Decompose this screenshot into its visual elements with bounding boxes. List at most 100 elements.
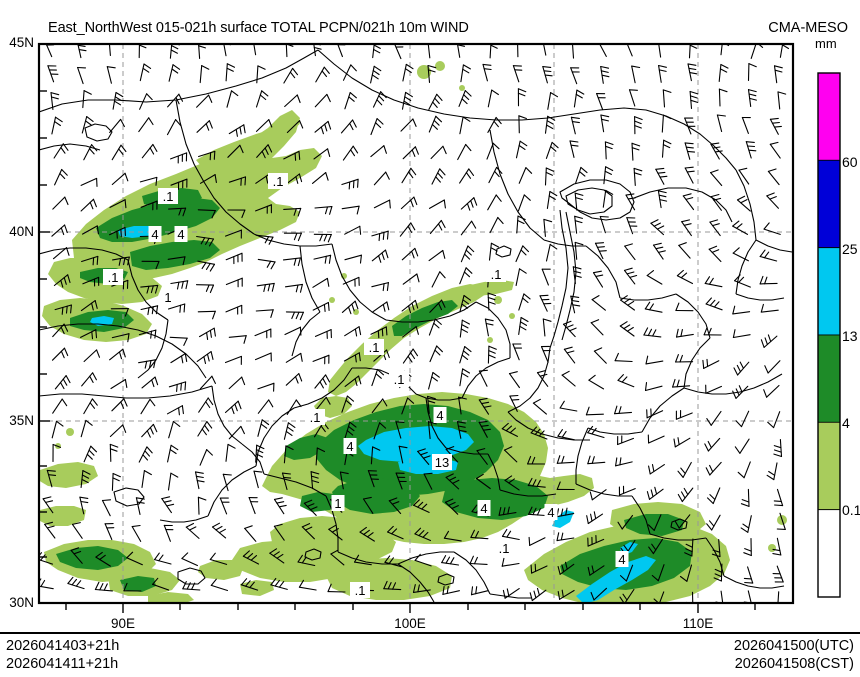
wind-barb — [52, 247, 68, 260]
wind-barb-flag — [154, 552, 160, 561]
wind-barb-flag — [67, 576, 74, 585]
contour-label: 4 — [151, 227, 158, 242]
wind-barb-flag — [92, 372, 97, 381]
wind-barb-flag — [330, 549, 339, 555]
colorbar-tick-13: 13 — [842, 328, 858, 344]
wind-barb — [228, 176, 247, 183]
wind-barb — [518, 293, 525, 311]
wind-barb-flag — [681, 219, 691, 223]
wind-barb — [709, 221, 721, 237]
wind-barb-flag — [65, 375, 71, 384]
wind-barb-flag — [473, 556, 478, 565]
wind-barb-flag — [708, 520, 715, 527]
wind-barb-flag — [325, 172, 329, 181]
wind-barb-flag — [172, 64, 181, 70]
contour-label-box — [148, 226, 162, 242]
wind-barb-flag — [495, 194, 502, 202]
wind-barb-flag — [410, 199, 414, 208]
wind-barb-flag — [461, 324, 469, 329]
wind-barb-flag — [710, 142, 720, 145]
wind-barb-flag — [295, 311, 300, 320]
colorbar-band — [817, 159, 841, 249]
wind-barb-flag — [324, 255, 327, 264]
wind-barb-flag — [522, 245, 530, 253]
wind-barb-flag — [206, 449, 213, 456]
wind-barb — [707, 437, 721, 452]
wind-barb-flag — [657, 171, 666, 174]
wind-barb — [559, 407, 578, 412]
wind-barb — [311, 172, 327, 184]
wind-barb-flag — [208, 238, 215, 247]
contour-label: 1 — [164, 290, 171, 305]
wind-barb-flag — [740, 199, 748, 204]
wind-barb — [388, 500, 402, 515]
wind-barb — [431, 271, 441, 288]
wind-barb-flag — [230, 90, 239, 97]
wind-barb — [141, 376, 156, 389]
wind-barb-flag — [112, 472, 121, 478]
wind-barb — [283, 150, 300, 160]
wind-barb — [720, 590, 724, 603]
wind-barb-flag — [519, 140, 528, 147]
wind-barb — [427, 44, 431, 59]
wind-barb — [168, 420, 174, 439]
wind-barb-flag — [358, 352, 361, 362]
wind-barb-flag — [78, 49, 87, 52]
wind-barb-flag — [414, 553, 421, 561]
wind-barb — [429, 219, 442, 235]
wind-barb-flag — [653, 222, 661, 227]
wind-barb — [769, 143, 781, 159]
wind-barb-flag — [185, 280, 189, 290]
wind-barb-flag — [412, 118, 417, 127]
wind-barb-flag — [712, 549, 721, 553]
wind-barb — [708, 248, 722, 263]
wind-barb — [428, 371, 434, 390]
wind-barb-flag — [523, 194, 531, 201]
wind-barb-flag — [517, 215, 526, 221]
wind-barb-flag — [733, 367, 739, 376]
wind-barb-flag — [182, 207, 187, 217]
wind-barb — [51, 116, 57, 135]
wind-barb-flag — [644, 301, 651, 310]
wind-barb — [141, 470, 145, 488]
wind-barb-flag — [398, 445, 408, 449]
wind-barb — [512, 65, 520, 83]
wind-barb-flag — [628, 89, 638, 91]
wind-barb — [126, 557, 143, 566]
wind-barb — [139, 93, 148, 110]
wind-barb-flag — [186, 582, 191, 590]
wind-barb-flag — [444, 498, 454, 503]
wind-barb-flag — [203, 356, 207, 365]
wind-barb-flag — [440, 219, 446, 229]
wind-barb-flag — [575, 197, 583, 201]
wind-barb-flag — [70, 304, 72, 314]
wind-barb-flag — [40, 579, 46, 588]
wind-barb-flag — [487, 296, 496, 301]
wind-barb-flag — [213, 327, 216, 337]
wind-barb-flag — [684, 552, 693, 557]
wind-barb-flag — [386, 349, 390, 359]
wind-barb-flag — [503, 446, 513, 451]
wind-barb — [82, 276, 100, 285]
wind-barb — [111, 398, 125, 412]
wind-barb — [362, 498, 374, 514]
wind-barb-flag — [650, 489, 654, 498]
wind-barb — [222, 473, 229, 492]
wind-barb-flag — [509, 394, 519, 397]
wind-barb — [353, 561, 372, 566]
wind-barb — [53, 143, 64, 159]
wind-barb-flag — [462, 68, 470, 74]
wind-barb-flag — [434, 349, 441, 356]
wind-barb-flag — [685, 548, 693, 553]
wind-barb-flag — [81, 478, 89, 484]
wind-barb — [743, 461, 751, 479]
wind-barb-flag — [684, 142, 694, 145]
wind-barb-flag — [760, 339, 765, 348]
wind-barb-flag — [92, 257, 95, 266]
wind-barb — [167, 472, 172, 491]
wind-barb-flag — [358, 326, 362, 336]
wind-barb — [563, 348, 576, 364]
wind-barb-flag — [530, 426, 538, 434]
wind-barb-flag — [445, 556, 451, 564]
wind-barb — [45, 44, 53, 58]
